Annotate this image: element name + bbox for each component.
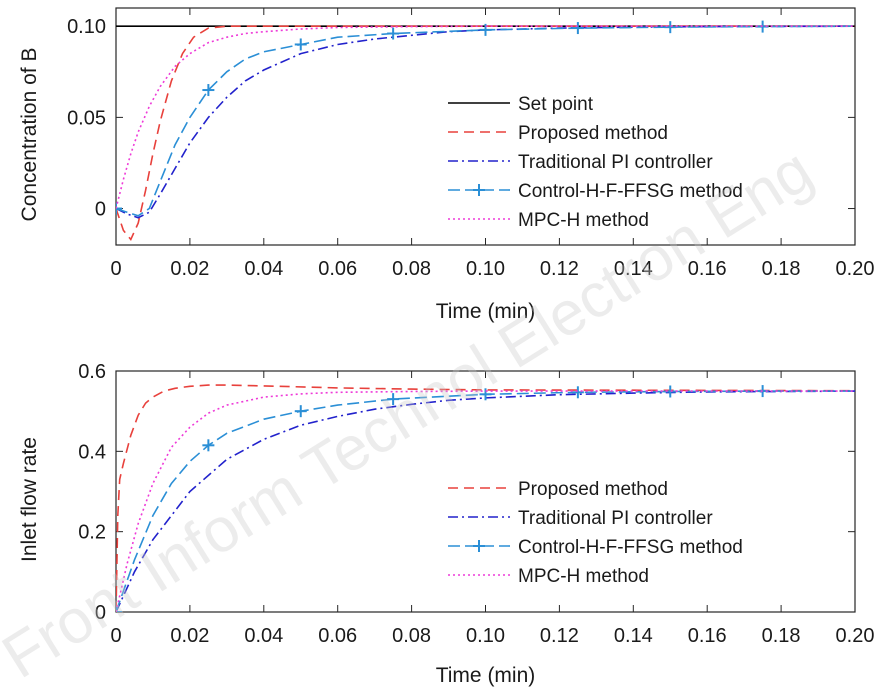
y-tick-label: 0.4 xyxy=(78,441,106,463)
series-marker-control-h-f-ffsg-method xyxy=(202,84,215,97)
y-tick-label: 0.05 xyxy=(67,107,106,129)
watermark: Front Inform Technol Electron Eng xyxy=(0,135,824,691)
plot-area xyxy=(116,20,855,242)
x-tick-label: 0 xyxy=(110,625,121,647)
series-line-proposed-method xyxy=(116,25,855,242)
series-marker-control-h-f-ffsg-method xyxy=(571,386,584,399)
x-tick-label: 0.14 xyxy=(614,625,653,647)
legend-label: Proposed method xyxy=(518,123,668,144)
series-marker-control-h-f-ffsg-method xyxy=(294,405,307,418)
x-tick-label: 0.20 xyxy=(836,625,875,647)
series-marker-control-h-f-ffsg-method xyxy=(387,393,400,406)
series-marker-control-h-f-ffsg-method xyxy=(571,22,584,35)
y-tick-label: 0.6 xyxy=(78,361,106,383)
x-axis-label: Time (min) xyxy=(436,300,536,323)
x-tick-label: 0.12 xyxy=(540,625,579,647)
series-marker-control-h-f-ffsg-method xyxy=(116,202,122,215)
legend-label: Proposed method xyxy=(518,479,668,500)
series-line-proposed-method xyxy=(116,384,855,612)
chart-inlet-flow: 0 0.02 0.04 0.06 0.08 0.10 0.12 0.14 0.16 0.18 0.2… xyxy=(18,361,874,687)
y-axis-label: Inlet flow rate xyxy=(18,437,41,562)
series-line-control-h-f-ffsg-method xyxy=(116,390,855,612)
x-tick-label: 0.20 xyxy=(836,258,875,280)
x-tick-label: 0.12 xyxy=(540,258,579,280)
legend: Proposed method Traditional PI controller… xyxy=(448,479,743,587)
plot-area xyxy=(116,384,855,612)
y-tick-label: 0.2 xyxy=(78,522,106,544)
legend-label: Control-H-F-FFSG method xyxy=(518,181,743,202)
x-tick-label: 0.18 xyxy=(762,258,801,280)
series-line-traditional-pi-controller xyxy=(116,25,855,219)
legend: Set point Proposed method Traditional PI c… xyxy=(448,94,743,231)
y-tick-label: 0 xyxy=(95,199,106,221)
x-tick-label: 0.16 xyxy=(688,625,727,647)
legend-label: MPC-H method xyxy=(518,210,649,231)
y-tick-label: 0.10 xyxy=(67,16,106,38)
series-marker-control-h-f-ffsg-method xyxy=(479,388,492,401)
legend-label: Traditional PI controller xyxy=(518,508,713,529)
x-tick-label: 0.10 xyxy=(466,625,505,647)
x-tick-label: 0 xyxy=(110,258,121,280)
series-marker-control-h-f-ffsg-method xyxy=(387,27,400,40)
legend-label: MPC-H method xyxy=(518,566,649,587)
series-marker-control-h-f-ffsg-method xyxy=(294,38,307,51)
series-marker-control-h-f-ffsg-method xyxy=(479,23,492,36)
x-tick-label: 0.04 xyxy=(244,625,283,647)
x-tick-label: 0.04 xyxy=(244,258,283,280)
chart-concentration: 0 0.02 0.04 0.06 0.08 0.10 0.12 0.14 0.16 0.18 0.2… xyxy=(18,7,875,323)
series-line-traditional-pi-controller xyxy=(116,390,855,612)
x-tick-label: 0.06 xyxy=(318,625,357,647)
x-tick-label: 0.02 xyxy=(170,625,209,647)
x-tick-label: 0.06 xyxy=(318,258,357,280)
x-tick-label: 0.02 xyxy=(170,258,209,280)
series-line-mpc-h-method xyxy=(116,25,855,209)
x-tick-label: 0.08 xyxy=(392,258,431,280)
x-tick-label: 0.16 xyxy=(688,258,727,280)
x-axis-label: Time (min) xyxy=(436,664,536,687)
x-tick-label: 0.14 xyxy=(614,258,653,280)
series-marker-control-h-f-ffsg-method xyxy=(202,439,215,452)
y-tick-label: 0 xyxy=(95,602,106,624)
x-tick-label: 0.18 xyxy=(762,625,801,647)
x-tick-label: 0.08 xyxy=(392,625,431,647)
y-axis-label: Concentration of B xyxy=(18,48,41,222)
legend-label: Control-H-F-FFSG method xyxy=(518,537,743,558)
x-tick-label: 0.10 xyxy=(466,258,505,280)
series-marker-control-h-f-ffsg-method xyxy=(664,21,677,34)
series-line-mpc-h-method xyxy=(116,390,855,612)
legend-label: Set point xyxy=(518,94,594,115)
legend-label: Traditional PI controller xyxy=(518,152,713,173)
